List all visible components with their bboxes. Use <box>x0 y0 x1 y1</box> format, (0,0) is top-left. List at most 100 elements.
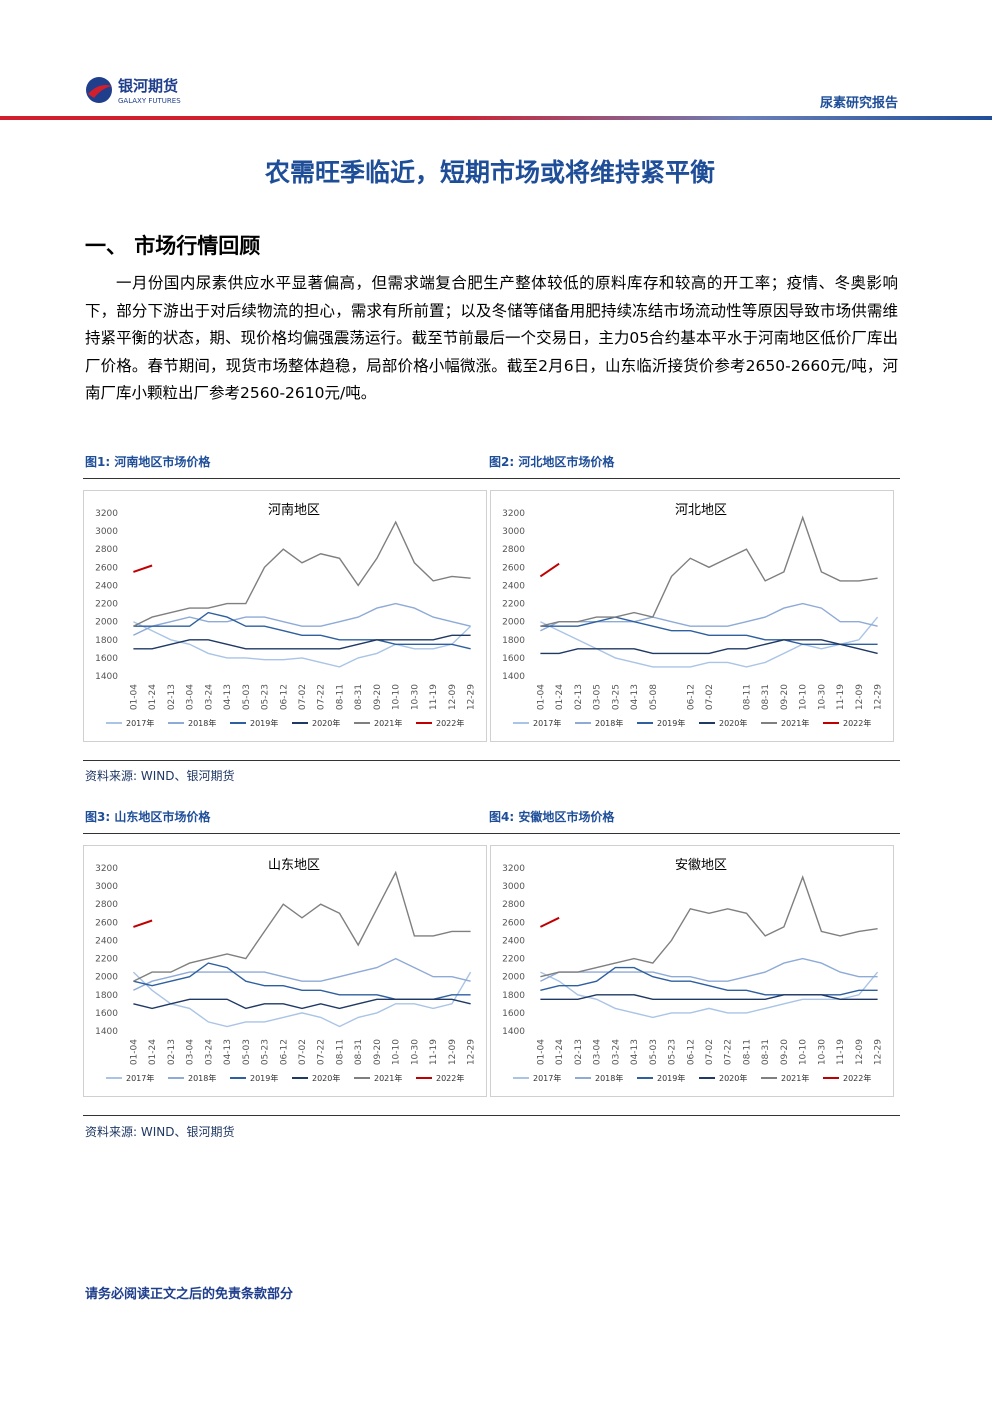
x-tick-label: 07-02 <box>298 684 308 710</box>
x-tick-label: 10-10 <box>799 1039 809 1065</box>
series-line <box>540 515 878 627</box>
x-tick-label: 01-24 <box>555 1039 565 1065</box>
figure-caption: 图3: 山东地区市场价格 <box>85 810 211 824</box>
y-tick-label: 1400 <box>502 672 525 682</box>
series-line <box>540 957 878 982</box>
legend-label: 2018年 <box>188 1073 216 1083</box>
legend-label: 2021年 <box>374 1073 402 1083</box>
legend-label: 2021年 <box>781 1073 809 1083</box>
source: 资料来源: WIND、银河期货 <box>85 769 235 783</box>
x-tick-label: 12-09 <box>855 1039 865 1065</box>
y-tick-label: 1600 <box>95 1009 118 1019</box>
x-tick-label: 03-05 <box>593 684 603 710</box>
series-line <box>540 639 878 655</box>
legend-label: 2020年 <box>312 1073 340 1083</box>
x-tick-label: 06-12 <box>686 1039 696 1065</box>
y-tick-label: 3000 <box>502 527 525 537</box>
x-tick-label: 11-19 <box>429 1039 439 1065</box>
x-tick-label: 01-04 <box>129 684 139 710</box>
series-line <box>133 520 471 627</box>
x-tick-label: 02-13 <box>167 1039 177 1065</box>
x-tick-label: 05-03 <box>242 684 252 710</box>
x-tick-label: 07-22 <box>317 1039 327 1065</box>
x-tick-label: 11-19 <box>429 684 439 710</box>
y-tick-label: 2000 <box>95 973 118 983</box>
y-tick-label: 3000 <box>95 527 118 537</box>
x-tick-label: 06-12 <box>279 1039 289 1065</box>
chart-title: 山东地区 <box>268 858 320 873</box>
x-tick-label: 12-29 <box>467 684 477 710</box>
x-tick-label: 10-30 <box>817 684 827 710</box>
source: 资料来源: WIND、银河期货 <box>85 1125 235 1139</box>
legend-label: 2018年 <box>595 718 623 728</box>
y-tick-label: 2800 <box>95 900 118 910</box>
x-tick-label: 01-04 <box>129 1039 139 1065</box>
series-line <box>540 616 878 645</box>
chart-box: 山东地区 1400 1600 1800 2000 2200 2400 2600 2800 3000… <box>83 845 487 1097</box>
x-tick-label: 03-25 <box>611 684 621 710</box>
y-tick-label: 3200 <box>502 864 525 874</box>
y-tick-label: 1800 <box>502 991 525 1001</box>
y-tick-label: 2800 <box>95 545 118 555</box>
y-tick-label: 2000 <box>502 973 525 983</box>
x-tick-label: 08-11 <box>335 684 345 710</box>
x-tick-label: 12-09 <box>448 684 458 710</box>
legend-label: 2019年 <box>657 1073 685 1083</box>
x-tick-label: 08-11 <box>742 684 752 710</box>
x-tick-label: 03-04 <box>186 1039 196 1065</box>
series-line <box>540 616 879 668</box>
x-tick-label: 05-23 <box>668 1039 678 1065</box>
x-tick-label: 07-02 <box>705 1039 715 1065</box>
paragraph: 一月份国内尿素供应水平显著偏高，但需求端复合肥生产整体较低的原料库存和较高的开工… <box>85 274 898 402</box>
series-line <box>540 875 878 978</box>
y-tick-label: 3200 <box>95 864 118 874</box>
x-tick-label: 04-13 <box>630 1039 640 1065</box>
legend-label: 2017年 <box>533 1073 561 1083</box>
x-tick-label: 07-22 <box>724 1039 734 1065</box>
x-tick-label: 11-19 <box>836 1039 846 1065</box>
x-tick-label: 04-13 <box>223 1039 233 1065</box>
chart: 河南地区 1400 1600 1800 2000 2200 2400 2600 2800 3000… <box>95 502 477 728</box>
legend-label: 2020年 <box>312 718 340 728</box>
x-tick-label: 05-23 <box>261 684 271 710</box>
legend-label: 2022年 <box>843 718 871 728</box>
series-line <box>133 957 471 991</box>
x-tick-label: 01-04 <box>536 684 546 710</box>
x-tick-label: 12-29 <box>467 1039 477 1065</box>
logo-cn: 银河期货 <box>118 77 178 95</box>
x-tick-label: 03-24 <box>204 1039 214 1065</box>
x-tick-label: 03-04 <box>593 1039 603 1065</box>
rule <box>83 478 900 479</box>
x-tick-label: 01-24 <box>148 1039 158 1065</box>
x-tick-label: 04-13 <box>223 684 233 710</box>
legend-label: 2017年 <box>126 718 154 728</box>
y-tick-label: 2600 <box>95 918 118 928</box>
x-tick-label: 03-24 <box>611 1039 621 1065</box>
legend-label: 2019年 <box>250 718 278 728</box>
series-line <box>133 634 471 650</box>
series-line <box>539 562 560 578</box>
series-line <box>133 564 153 573</box>
chart-title: 河南地区 <box>268 502 320 518</box>
y-tick-label: 2600 <box>502 563 525 573</box>
x-tick-label: 03-24 <box>204 684 214 710</box>
series-line <box>133 870 471 982</box>
y-tick-label: 1600 <box>502 654 525 664</box>
y-tick-label: 2200 <box>95 600 118 610</box>
x-tick-label: 08-11 <box>335 1039 345 1065</box>
x-tick-label: 04-13 <box>630 684 640 710</box>
x-tick-label: 08-31 <box>761 1039 771 1065</box>
x-tick-label: 05-03 <box>242 1039 252 1065</box>
y-tick-label: 2400 <box>502 581 525 591</box>
legend-label: 2020年 <box>719 718 747 728</box>
chart: 山东地区 1400 1600 1800 2000 2200 2400 2600 2800 3000… <box>95 858 477 1083</box>
x-tick-label: 06-12 <box>279 684 289 710</box>
y-tick-label: 1800 <box>502 636 525 646</box>
x-tick-label: 05-03 <box>649 1039 659 1065</box>
x-tick-label: 09-20 <box>373 684 383 710</box>
logo-swoosh <box>88 85 112 98</box>
series-line <box>539 916 560 928</box>
y-tick-label: 2600 <box>95 563 118 573</box>
x-tick-label: 10-10 <box>799 684 809 710</box>
x-tick-label: 05-08 <box>649 684 659 710</box>
